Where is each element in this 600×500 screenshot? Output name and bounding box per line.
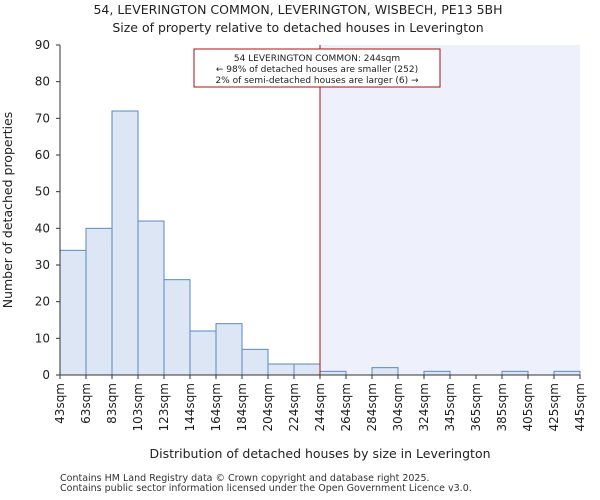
y-axis-label: Number of detached properties <box>0 112 15 309</box>
footer-copyright: Contains HM Land Registry data © Crown c… <box>60 473 430 484</box>
x-tick-label: 324sqm <box>417 383 431 431</box>
x-tick-label: 345sqm <box>443 383 457 431</box>
y-tick-label: 40 <box>35 221 50 235</box>
bar <box>163 279 191 376</box>
y-tick-label: 60 <box>35 148 50 162</box>
bar <box>137 220 165 376</box>
y-tick-label: 50 <box>35 185 50 199</box>
x-tick-label: 123sqm <box>157 383 171 431</box>
y-tick-label: 10 <box>35 331 50 345</box>
x-tick-label: 83sqm <box>105 383 119 424</box>
highlight-region <box>320 45 580 375</box>
y-tick-label: 20 <box>35 295 50 309</box>
bar <box>423 370 451 376</box>
annotation-line-3: 2% of semi-detached houses are larger (6… <box>215 76 419 86</box>
annotation-line-2: ← 98% of detached houses are smaller (25… <box>216 65 418 75</box>
chart-title: 54, LEVERINGTON COMMON, LEVERINGTON, WIS… <box>93 2 502 17</box>
bar <box>241 348 269 376</box>
y-tick-label: 30 <box>35 258 50 272</box>
y-tick-label: 80 <box>35 75 50 89</box>
x-tick-label: 284sqm <box>365 383 379 431</box>
x-tick-label: 304sqm <box>391 383 405 431</box>
bar <box>215 323 243 376</box>
x-tick-label: 184sqm <box>235 383 249 431</box>
bar <box>501 370 529 376</box>
footer-licence: Contains public sector information licen… <box>60 483 472 494</box>
x-tick-label: 43sqm <box>53 383 67 424</box>
chart-subtitle: Size of property relative to detached ho… <box>112 20 483 35</box>
x-tick-label: 63sqm <box>79 383 93 424</box>
x-tick-label: 365sqm <box>469 383 483 431</box>
x-tick-label: 425sqm <box>547 383 561 431</box>
bar <box>267 363 295 376</box>
bar <box>111 110 139 376</box>
x-tick-label: 103sqm <box>131 383 145 431</box>
annotation-frame <box>193 48 441 88</box>
x-tick-label: 164sqm <box>209 383 223 431</box>
x-tick-label: 405sqm <box>521 383 535 431</box>
x-axis-label: Distribution of detached houses by size … <box>149 446 490 461</box>
x-tick-label: 445sqm <box>573 383 587 431</box>
bar <box>553 370 581 376</box>
bar <box>371 367 399 376</box>
x-tick-label: 224sqm <box>287 383 301 431</box>
x-tick-label: 244sqm <box>313 383 327 431</box>
y-tick-label: 0 <box>42 368 50 382</box>
annotation-box: 54 LEVERINGTON COMMON: 244sqm ← 98% of d… <box>193 48 441 88</box>
y-tick-label: 70 <box>35 111 50 125</box>
bar <box>85 227 113 376</box>
bar <box>59 249 87 376</box>
bar <box>189 330 217 376</box>
bar <box>293 363 321 376</box>
x-tick-label: 385sqm <box>495 383 509 431</box>
x-tick-label: 144sqm <box>183 383 197 431</box>
annotation-line-1: 54 LEVERINGTON COMMON: 244sqm <box>234 54 400 64</box>
x-tick-label: 264sqm <box>339 383 353 431</box>
bar <box>319 370 347 376</box>
x-tick-label: 204sqm <box>261 383 275 431</box>
y-tick-label: 90 <box>35 38 50 52</box>
